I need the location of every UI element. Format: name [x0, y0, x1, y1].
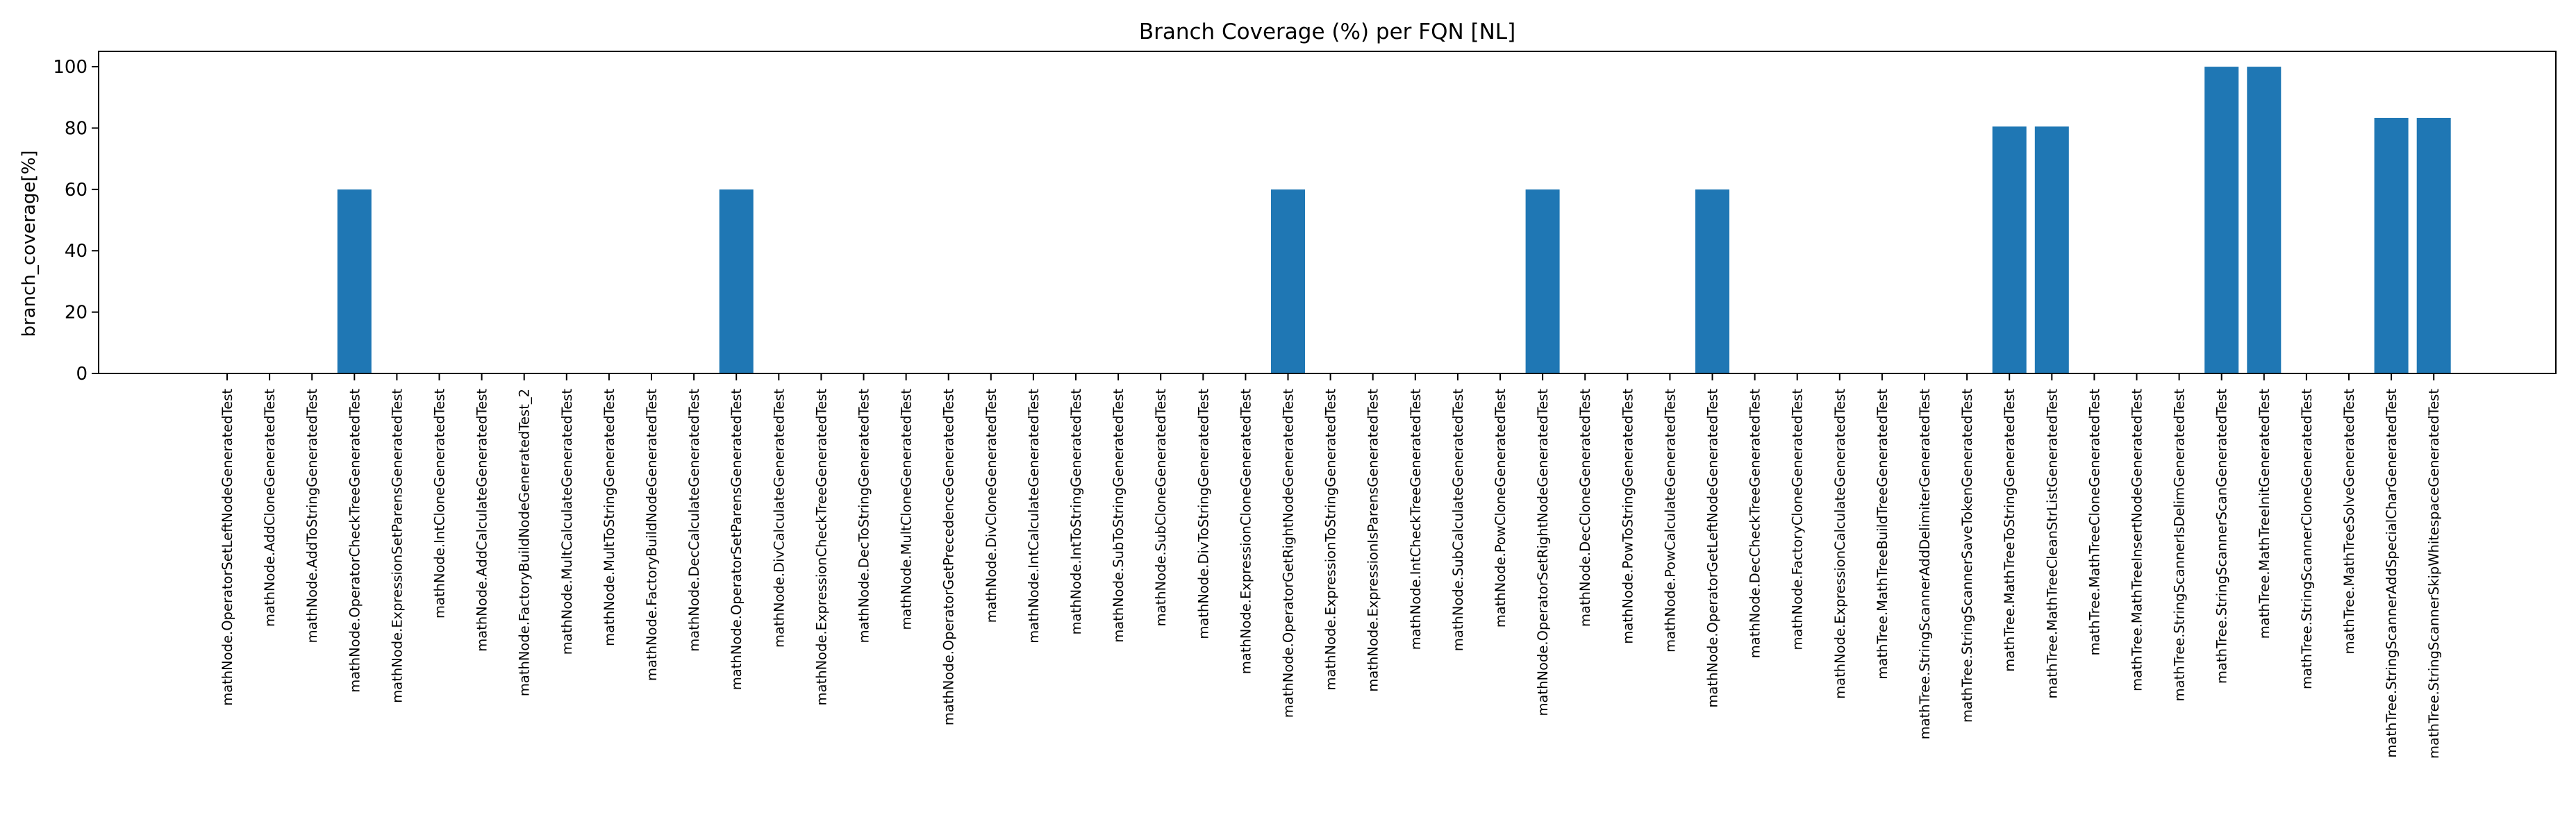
y-tick-label: 20: [65, 303, 88, 323]
x-tick-label: mathNode.DecToStringGeneratedTest: [856, 389, 872, 643]
x-tick-label: mathNode.ExpressionSetParensGeneratedTes…: [389, 389, 405, 703]
y-tick-label: 100: [53, 57, 88, 78]
x-tick-label: mathNode.SubCloneGeneratedTest: [1153, 389, 1169, 627]
x-tick-label: mathNode.SubCalculateGeneratedTest: [1450, 389, 1466, 651]
x-tick-label: mathNode.ExpressionIsParensGeneratedTest: [1365, 389, 1381, 692]
x-tick-label: mathNode.OperatorGetRightNodeGeneratedTe…: [1281, 389, 1297, 718]
x-tick-label: mathNode.IntToStringGeneratedTest: [1068, 389, 1084, 635]
x-tick-label: mathTree.StringScannerAddSpecialCharGene…: [2384, 389, 2400, 758]
x-tick-label: mathTree.MathTreeCleanStrListGeneratedTe…: [2044, 389, 2060, 699]
x-tick-label: mathTree.MathTreeInsertNodeGeneratedTest: [2129, 389, 2145, 691]
x-tick-label: mathNode.FactoryBuildNodeGeneratedTest_2: [517, 389, 533, 696]
x-tick-label: mathNode.OperatorSetRightNodeGeneratedTe…: [1535, 389, 1551, 716]
x-tick-label: mathTree.MathTreeInitGeneratedTest: [2257, 389, 2272, 639]
x-axis-ticks: mathNode.OperatorSetLeftNodeGeneratedTes…: [219, 373, 2442, 759]
x-tick-label: mathNode.DecCloneGeneratedTest: [1577, 389, 1593, 627]
y-axis-label: branch_coverage[%]: [19, 150, 40, 337]
bar: [1992, 126, 2027, 374]
x-tick-label: mathNode.MultCalculateGeneratedTest: [559, 389, 575, 655]
bar: [2034, 126, 2069, 374]
x-tick-label: mathNode.ExpressionCalculateGeneratedTes…: [1832, 389, 1848, 699]
x-tick-label: mathTree.StringScannerCloneGeneratedTest: [2299, 389, 2315, 689]
bar: [337, 189, 372, 373]
x-tick-label: mathNode.PowCloneGeneratedTest: [1493, 389, 1509, 628]
bar: [2247, 67, 2282, 373]
x-tick-label: mathTree.MathTreeToStringGeneratedTest: [2002, 389, 2018, 672]
x-tick-label: mathTree.StringScannerScanGeneratedTest: [2214, 389, 2230, 684]
x-tick-label: mathNode.OperatorGetPrecedenceGeneratedT…: [941, 389, 957, 725]
chart-title: Branch Coverage (%) per FQN [NL]: [1139, 19, 1515, 44]
x-tick-label: mathTree.MathTreeCloneGeneratedTest: [2086, 389, 2102, 656]
bar: [1525, 189, 1560, 373]
x-tick-label: mathNode.OperatorSetParensGeneratedTest: [729, 389, 745, 690]
x-tick-label: mathNode.IntCalculateGeneratedTest: [1026, 389, 1042, 643]
x-tick-label: mathNode.OperatorCheckTreeGeneratedTest: [347, 389, 363, 693]
x-tick-label: mathNode.DivCalculateGeneratedTest: [771, 389, 787, 648]
x-tick-label: mathNode.ExpressionCloneGeneratedTest: [1238, 389, 1254, 674]
y-tick-label: 0: [76, 364, 88, 385]
x-tick-label: mathTree.StringScannerSaveTokenGenerated…: [1959, 389, 1975, 723]
bar: [1695, 189, 1729, 373]
x-tick-label: mathTree.StringScannerSkipWhitespaceGene…: [2426, 389, 2442, 759]
x-tick-label: mathNode.PowCalculateGeneratedTest: [1662, 389, 1678, 653]
x-tick-label: mathNode.AddCalculateGeneratedTest: [474, 389, 490, 652]
x-tick-label: mathNode.IntCheckTreeGeneratedTest: [1408, 389, 1424, 650]
x-tick-label: mathTree.StringScannerAddDelimiterGenera…: [1917, 389, 1933, 740]
x-tick-label: mathNode.IntCloneGeneratedTest: [432, 389, 448, 619]
bar: [2374, 117, 2409, 373]
x-tick-label: mathNode.DivToStringGeneratedTest: [1195, 389, 1211, 639]
x-tick-label: mathNode.ExpressionToStringGeneratedTest: [1323, 389, 1339, 691]
plot-area-frame: [98, 51, 2557, 374]
x-tick-label: mathTree.MathTreeBuildTreeGeneratedTest: [1875, 389, 1891, 680]
bar: [719, 189, 754, 373]
y-axis-ticks: 0 20 40 60 80 100: [53, 57, 99, 385]
x-tick-label: mathNode.DivCloneGeneratedTest: [983, 389, 999, 623]
x-tick-label: mathTree.StringScannerIsDelimGeneratedTe…: [2172, 389, 2188, 702]
x-tick-label: mathNode.AddToStringGeneratedTest: [304, 389, 320, 643]
x-tick-label: mathNode.MultCloneGeneratedTest: [899, 389, 915, 630]
x-tick-label: mathNode.DecCalculateGeneratedTest: [686, 389, 702, 652]
x-tick-label: mathNode.FactoryCloneGeneratedTest: [1790, 389, 1806, 650]
x-tick-label: mathNode.ExpressionCheckTreeGeneratedTes…: [813, 389, 829, 706]
x-tick-label: mathNode.OperatorSetLeftNodeGeneratedTes…: [219, 389, 235, 706]
y-tick-label: 60: [65, 180, 88, 201]
y-tick-label: 40: [65, 241, 88, 262]
y-tick-label: 80: [65, 118, 88, 139]
x-tick-label: mathNode.AddCloneGeneratedTest: [262, 389, 278, 627]
bar: [2204, 67, 2239, 373]
x-tick-label: mathNode.MultToStringGeneratedTest: [601, 389, 617, 646]
bar: [2416, 117, 2451, 373]
x-tick-label: mathNode.SubToStringGeneratedTest: [1111, 389, 1127, 643]
x-tick-label: mathNode.PowToStringGeneratedTest: [1620, 389, 1636, 644]
x-tick-label: mathNode.OperatorGetLeftNodeGeneratedTes…: [1705, 389, 1721, 708]
x-tick-label: mathTree.MathTreeSolveGeneratedTest: [2341, 389, 2357, 655]
bar: [1271, 189, 1305, 373]
x-tick-label: mathNode.DecCheckTreeGeneratedTest: [1747, 389, 1763, 659]
x-tick-label: mathNode.FactoryBuildNodeGeneratedTest: [644, 389, 660, 681]
bars-group: [337, 67, 2451, 374]
